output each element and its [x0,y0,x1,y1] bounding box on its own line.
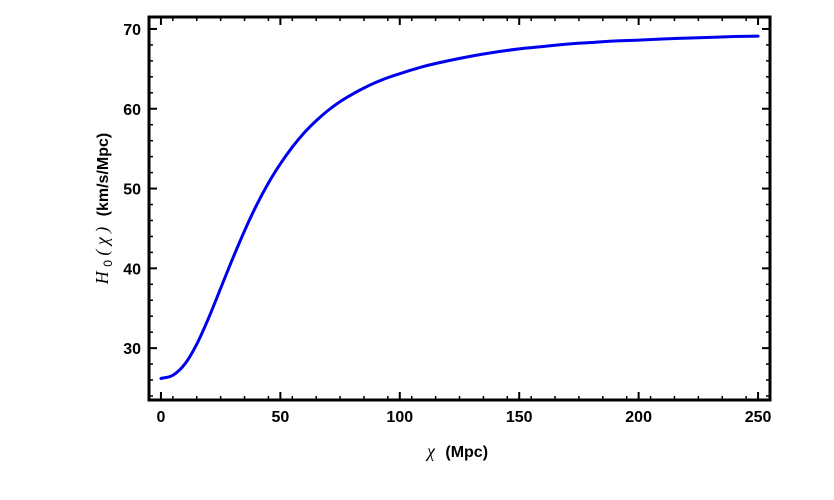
x-axis-title: χ (Mpc) [425,441,488,461]
series-layer [159,34,760,380]
y-axis-title: H 0 ( χ ) (km/s/Mpc) [92,133,116,285]
x-axis-symbol: χ [425,441,436,461]
x-tick-label: 200 [625,409,652,426]
x-axis-unit: (Mpc) [445,444,488,461]
x-tick-label: 150 [506,409,533,426]
y-axis-close-paren: ) [92,227,113,234]
x-tick-label: 50 [271,409,289,426]
y-tick-label: 30 [123,341,141,358]
y-axis-subscript: 0 [101,260,115,267]
y-axis-argument: χ [92,236,112,247]
plot-frame [147,15,772,402]
x-tick-label: 0 [156,409,165,426]
y-axis-symbol: H [92,270,112,285]
y-axis-unit: (km/s/Mpc) [95,133,112,217]
y-tick-label: 50 [123,182,141,199]
ticks-layer [148,17,771,400]
tick-labels-layer: 0 50 100 150 200 250 30 40 50 60 70 [123,22,771,426]
y-axis-open-paren: ( [92,249,113,256]
x-tick-label: 100 [386,409,413,426]
y-tick-label: 40 [123,261,141,278]
y-tick-label: 60 [123,102,141,119]
x-tick-label: 250 [745,409,772,426]
y-tick-label: 70 [123,22,141,39]
series-line [159,34,760,380]
